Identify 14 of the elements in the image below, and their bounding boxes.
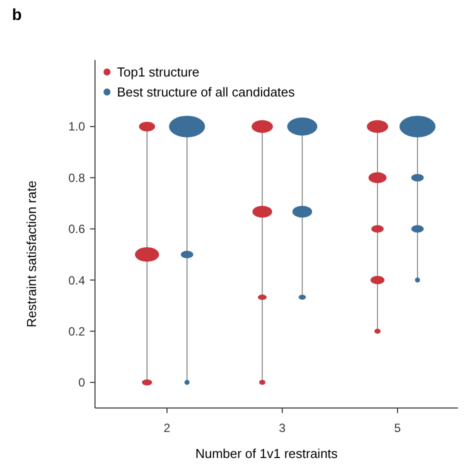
x-axis-title: Number of 1v1 restraints [195, 446, 338, 461]
y-tick-label: 0.6 [68, 222, 86, 236]
y-tick-label: 0.4 [68, 273, 86, 288]
chart-title: b [12, 7, 22, 24]
y-axis-title: Restraint satisfaction rate [24, 180, 39, 328]
y-tick-label: 1.0 [68, 120, 86, 134]
legend-label: Top1 structure [117, 64, 200, 80]
legend-label: Best structure of all candidates [117, 84, 296, 100]
x-tick-label: 3 [278, 421, 286, 436]
y-tick-label: 0.8 [68, 170, 86, 185]
y-tick-label: 0.2 [68, 324, 86, 338]
y-tick-label: 0 [78, 376, 86, 390]
x-tick-label: 5 [394, 421, 402, 436]
x-tick-label: 2 [164, 421, 171, 436]
